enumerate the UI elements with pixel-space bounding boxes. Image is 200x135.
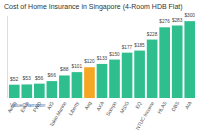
svg-text:$88: $88 <box>60 66 69 72</box>
svg-text:DBS: DBS <box>170 100 181 112</box>
svg-text:$228: $228 <box>147 32 158 37</box>
svg-text:$177: $177 <box>122 45 133 50</box>
svg-text:Avg: Avg <box>83 100 93 111</box>
svg-text:AIA: AIA <box>184 100 194 111</box>
svg-text:$56: $56 <box>35 75 44 81</box>
svg-text:Cost of Home Insurance in Sing: Cost of Home Insurance in Singapore (4-R… <box>4 3 183 11</box>
svg-text:AXA: AXA <box>95 100 106 112</box>
svg-text:EQ: EQ <box>134 100 143 109</box>
svg-text:$185: $185 <box>134 43 145 48</box>
svg-text:$133: $133 <box>97 56 108 61</box>
svg-text:$101: $101 <box>72 64 83 69</box>
svg-text:$276: $276 <box>159 19 170 24</box>
svg-text:MSIG: MSIG <box>119 100 131 114</box>
svg-text:Tokio Marine: Tokio Marine <box>48 100 67 128</box>
svg-text:$300: $300 <box>184 13 195 18</box>
svg-text:$53: $53 <box>23 75 32 81</box>
svg-text:NTUC Income: NTUC Income <box>134 100 155 131</box>
svg-text:$150: $150 <box>109 52 120 57</box>
svg-text:ValueChampion: ValueChampion <box>10 102 45 108</box>
svg-text:HLAS: HLAS <box>156 100 168 115</box>
svg-text:AIG: AIG <box>45 100 55 111</box>
svg-text:Etiqa: Etiqa <box>19 100 30 113</box>
svg-text:$52: $52 <box>10 76 19 82</box>
svg-text:$66: $66 <box>48 72 57 78</box>
svg-text:$283: $283 <box>172 18 183 23</box>
svg-text:Aviva: Aviva <box>6 100 17 114</box>
svg-text:Sompo: Sompo <box>104 100 117 117</box>
svg-text:Liberty: Liberty <box>67 100 80 116</box>
svg-text:$120: $120 <box>84 59 95 64</box>
svg-text:FWD: FWD <box>31 100 42 113</box>
